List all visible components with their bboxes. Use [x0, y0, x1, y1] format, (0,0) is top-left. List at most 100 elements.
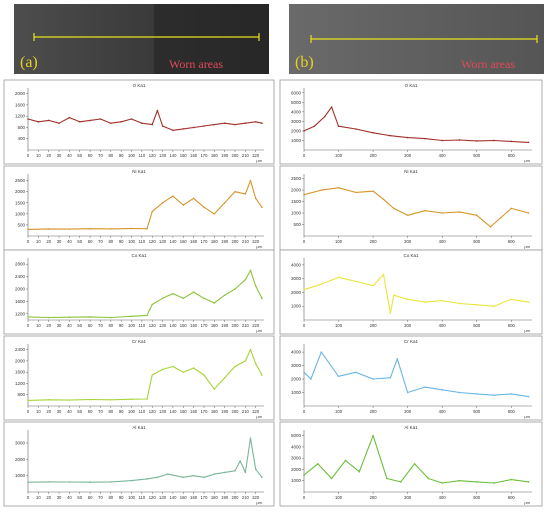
y-tick-label: 400 [17, 136, 25, 141]
x-tick-label: 20 [46, 239, 51, 244]
x-tick-label: 0 [303, 409, 306, 414]
x-tick-label: 0 [27, 153, 30, 158]
x-tick-label: 210 [242, 153, 250, 158]
x-tick-label: 110 [139, 323, 146, 328]
y-tick-label: 1500 [291, 199, 302, 204]
x-tick-label: 140 [169, 239, 177, 244]
data-point [406, 214, 409, 217]
data-point [27, 118, 29, 120]
data-point [110, 399, 112, 401]
x-tick-label: 0 [303, 495, 306, 500]
x-unit-label: μm [524, 158, 530, 163]
data-point [382, 198, 385, 201]
data-point [458, 479, 461, 482]
data-point [151, 303, 154, 306]
panel-label-a: (a) [20, 54, 38, 71]
chart-frame [279, 335, 543, 421]
data-point [355, 128, 357, 130]
data-point [261, 374, 263, 376]
y-tick-label: 5000 [291, 100, 302, 105]
x-tick-label: 180 [211, 323, 219, 328]
data-point [382, 273, 385, 276]
x-tick-label: 40 [67, 323, 72, 328]
y-tick-label: 4000 [291, 444, 302, 449]
data-point [261, 122, 263, 125]
x-tick-label: 20 [46, 495, 51, 500]
chart-title: Cr Ka1 [132, 339, 147, 344]
data-point [203, 374, 205, 376]
data-point [249, 269, 252, 272]
series-line [27, 180, 263, 230]
data-point [244, 122, 247, 125]
data-point [510, 298, 513, 301]
x-tick-label: 40 [67, 239, 72, 244]
x-tick-label: 0 [27, 495, 30, 500]
x-tick-label: 110 [139, 153, 146, 158]
data-point [68, 228, 71, 230]
x-tick-label: 160 [190, 409, 198, 414]
data-point [493, 482, 495, 484]
data-point [130, 479, 133, 482]
chart-frame [279, 421, 543, 507]
chart-title: Cr Ka1 [404, 339, 419, 344]
chart-b-o: O Ka1 1000 2000 3000 4000 5000 6000 0 100 200 300 4… [279, 79, 543, 165]
x-tick-label: 120 [149, 239, 157, 244]
x-tick-label: 110 [139, 409, 146, 414]
y-tick-label: 6000 [291, 90, 302, 95]
data-point [500, 216, 502, 219]
data-point [130, 118, 133, 120]
chart-title: Ni Ka1 [132, 169, 146, 174]
data-point [89, 398, 91, 401]
x-unit-label: μm [524, 244, 530, 249]
x-tick-label: 170 [200, 409, 208, 414]
x-tick-label: 80 [108, 409, 113, 414]
x-tick-label: 120 [149, 153, 157, 158]
x-tick-label: 140 [169, 153, 177, 158]
x-tick-label: 170 [200, 239, 208, 244]
y-tick-label: 2400 [15, 274, 26, 279]
x-tick-label: 200 [370, 153, 378, 158]
y-tick-label: 4000 [291, 109, 302, 114]
data-point [110, 122, 112, 125]
x-tick-label: 100 [128, 239, 136, 244]
x-tick-label: 150 [180, 495, 188, 500]
data-point [130, 315, 133, 318]
x-tick-label: 600 [508, 495, 516, 500]
data-point [475, 214, 478, 217]
chart-a-co: Co Ka1 1200 1600 2000 2400 2800 0 10 20 30 40 50 60 7… [3, 249, 275, 335]
x-tick-label: 140 [169, 495, 177, 500]
data-point [172, 292, 174, 295]
data-point [441, 139, 443, 142]
data-point [47, 119, 50, 122]
x-tick-label: 100 [335, 323, 343, 328]
data-point [389, 376, 392, 379]
y-tick-label: 2000 [15, 189, 26, 194]
data-point [89, 316, 91, 318]
x-tick-label: 10 [36, 323, 41, 328]
data-point [27, 228, 29, 231]
chart-title: O Ka1 [133, 83, 146, 88]
data-point [234, 365, 236, 368]
data-point [510, 207, 513, 210]
data-point [146, 478, 148, 480]
data-point [475, 140, 478, 142]
chart-a-o: O Ka1 400 800 1200 1600 2000 0 10 20 30 40 50 60 70 80… [3, 79, 275, 165]
x-tick-label: 70 [98, 323, 103, 328]
data-point [68, 399, 71, 401]
data-point [192, 474, 195, 477]
data-point [303, 193, 305, 196]
data-point [406, 136, 409, 139]
x-tick-label: 30 [57, 323, 62, 328]
x-tick-label: 100 [128, 323, 136, 328]
data-point [192, 367, 195, 369]
x-tick-label: 10 [36, 153, 41, 158]
chart-title: O Ka1 [405, 83, 418, 88]
data-point [389, 312, 392, 314]
y-tick-label: 800 [17, 392, 25, 397]
data-point [249, 179, 252, 182]
data-point [323, 115, 326, 118]
data-point [234, 288, 236, 290]
x-tick-label: 120 [149, 495, 157, 500]
sem-texture-b [289, 4, 544, 74]
chart-title: Co Ka1 [403, 253, 419, 258]
